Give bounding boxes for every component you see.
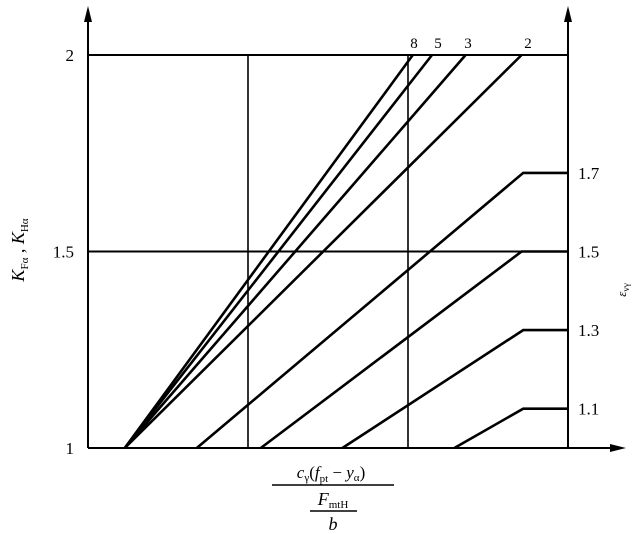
right-axis-label: εvγ bbox=[614, 283, 631, 297]
series-line-1-3 bbox=[341, 328, 568, 450]
svg-text:cγ(fpt − yα): cγ(fpt − yα) bbox=[297, 463, 365, 485]
svg-text:FmtH: FmtH bbox=[317, 489, 349, 511]
series-line-1-1 bbox=[453, 407, 568, 450]
series-line-1-7 bbox=[195, 171, 568, 449]
y-tick-labels: 11.52 bbox=[53, 46, 74, 458]
series-line-3 bbox=[123, 54, 467, 449]
grid-lines bbox=[88, 54, 568, 448]
right-curve-labels: 1.7 1.5 1.3 1.1 bbox=[578, 164, 600, 419]
curve-label-3: 3 bbox=[464, 36, 472, 52]
y-tick-label: 1.5 bbox=[53, 243, 74, 262]
x-axis-label: cγ(fpt − yα) FmtH b bbox=[272, 463, 394, 534]
y-axis-label: KFα , KHα bbox=[8, 218, 31, 282]
svg-text:b: b bbox=[329, 514, 338, 534]
y-tick-label: 1 bbox=[66, 439, 75, 458]
curve-label-8: 8 bbox=[410, 36, 418, 52]
series-lines bbox=[123, 54, 568, 450]
series-line-2 bbox=[123, 54, 523, 449]
curve-label-1-1: 1.1 bbox=[578, 400, 599, 419]
y-tick-label: 2 bbox=[66, 46, 75, 65]
curve-label-5: 5 bbox=[434, 36, 442, 52]
series-line-1-5 bbox=[260, 250, 568, 450]
series-line-5 bbox=[123, 54, 434, 449]
axes bbox=[84, 6, 626, 452]
y-axis-left-arrow bbox=[84, 6, 92, 22]
y-axis-right-arrow bbox=[564, 6, 572, 22]
x-axis-arrow bbox=[610, 444, 626, 452]
curve-label-1-7: 1.7 bbox=[578, 164, 600, 183]
curve-label-2: 2 bbox=[524, 36, 532, 52]
series-line-8 bbox=[123, 54, 414, 449]
curve-label-1-3: 1.3 bbox=[578, 321, 599, 340]
curve-label-1-5: 1.5 bbox=[578, 243, 599, 262]
